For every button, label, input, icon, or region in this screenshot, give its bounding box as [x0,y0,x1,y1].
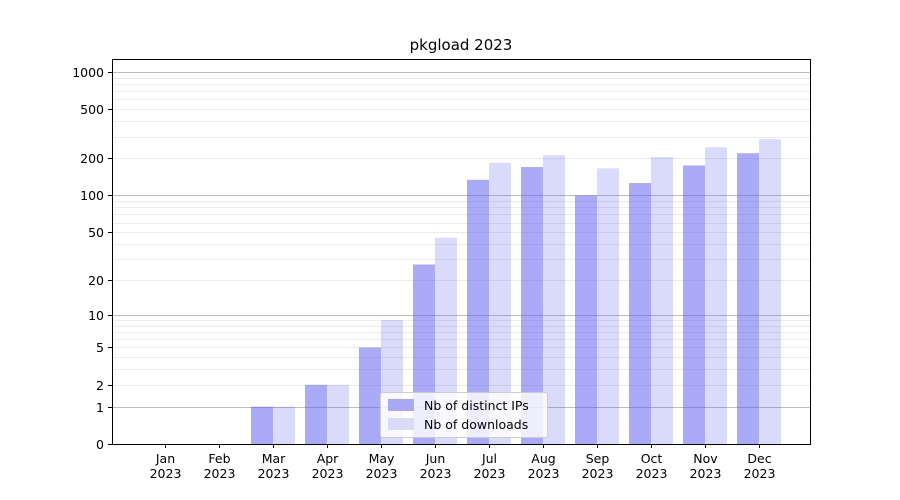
legend: Nb of distinct IPs Nb of downloads [380,392,548,438]
svg-text:2023: 2023 [312,466,344,481]
bar-aug-downloads [543,155,565,444]
bar-oct-downloads [651,157,673,444]
bar-dec-downloads [759,139,781,444]
svg-text:10: 10 [88,308,104,323]
legend-label-distinct-ips: Nb of distinct IPs [424,397,529,413]
svg-text:2023: 2023 [150,466,182,481]
svg-text:1: 1 [96,400,104,415]
svg-text:Oct: Oct [641,451,663,466]
bar-dec-ips [737,153,759,444]
bar-apr-downloads [327,384,349,444]
bar-jul-ips [467,179,489,444]
svg-text:20: 20 [88,273,104,288]
legend-label-downloads: Nb of downloads [424,416,529,432]
bar-nov-ips [683,165,705,444]
chart-title: pkgload 2023 [409,36,513,54]
svg-text:Jun: Jun [425,451,446,466]
svg-text:Sep: Sep [586,451,610,466]
bar-oct-ips [629,183,651,445]
svg-text:2023: 2023 [744,466,776,481]
svg-text:Mar: Mar [262,451,286,466]
svg-text:0: 0 [96,437,104,452]
bar-mar-ips [251,406,273,444]
legend-item-distinct-ips: Nb of distinct IPs [388,397,539,413]
svg-text:2023: 2023 [528,466,560,481]
bar-sep-ips [575,195,597,444]
legend-swatch-distinct-ips [388,399,414,411]
svg-text:2023: 2023 [258,466,290,481]
svg-text:Feb: Feb [208,451,230,466]
svg-text:Jul: Jul [481,451,497,466]
svg-text:2023: 2023 [420,466,452,481]
svg-text:100: 100 [80,188,104,203]
svg-text:May: May [369,451,395,466]
bar-mar-downloads [273,406,295,444]
bar-apr-ips [305,384,327,444]
svg-text:2023: 2023 [366,466,398,481]
svg-text:Jan: Jan [155,451,175,466]
legend-swatch-downloads [388,418,414,430]
svg-text:2: 2 [96,378,104,393]
svg-text:5: 5 [96,340,104,355]
svg-text:Nov: Nov [693,451,718,466]
svg-text:2023: 2023 [690,466,722,481]
svg-text:50: 50 [88,225,104,240]
bar-may-ips [359,347,381,444]
svg-text:500: 500 [80,102,104,117]
bar-sep-downloads [597,168,619,445]
bar-jul-downloads [489,162,511,444]
svg-text:Aug: Aug [531,451,555,466]
bar-nov-downloads [705,147,727,444]
svg-text:2023: 2023 [582,466,614,481]
bar-aug-ips [521,167,543,445]
svg-text:2023: 2023 [474,466,506,481]
svg-text:200: 200 [80,151,104,166]
legend-item-downloads: Nb of downloads [388,416,539,432]
svg-text:Dec: Dec [747,451,771,466]
svg-text:1000: 1000 [72,65,104,80]
svg-text:2023: 2023 [204,466,236,481]
svg-text:Apr: Apr [317,451,339,466]
svg-text:2023: 2023 [636,466,668,481]
